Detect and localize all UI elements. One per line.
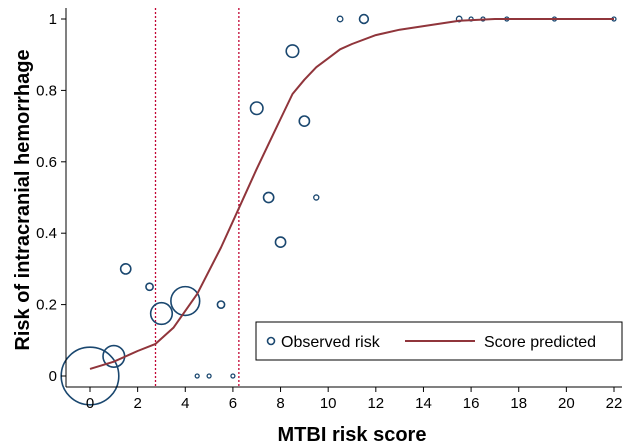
y-tick-label: 0: [49, 368, 57, 385]
observed-point: [206, 373, 212, 379]
y-tick-label: 1: [49, 11, 57, 28]
observed-point: [298, 115, 311, 127]
x-tick-label: 2: [133, 395, 141, 412]
y-axis-title: Risk of intracranial hemorrhage: [12, 49, 34, 350]
x-tick-label: 8: [276, 395, 284, 412]
x-tick-label: 20: [558, 395, 575, 412]
observed-point: [230, 373, 236, 379]
observed-point: [216, 300, 226, 309]
observed-points: [60, 13, 617, 406]
observed-point: [170, 285, 201, 317]
x-axis-title: MTBI risk score: [278, 424, 427, 446]
y-tick-label: 0.8: [36, 82, 57, 99]
legend: Observed risk Score predicted: [255, 321, 623, 361]
x-tick-label: 18: [510, 395, 527, 412]
x-tick-label: 12: [367, 395, 384, 412]
observed-point: [285, 44, 300, 59]
observed-point: [262, 191, 275, 204]
observed-point: [358, 13, 370, 25]
x-tick-label: 16: [463, 395, 480, 412]
y-tick-label: 0.4: [36, 225, 57, 242]
legend-observed-label: Observed risk: [281, 334, 381, 351]
x-tick-label: 6: [229, 395, 237, 412]
observed-point: [149, 301, 174, 326]
x-tick-label: 4: [181, 395, 189, 412]
observed-point: [274, 236, 287, 249]
observed-point: [145, 282, 154, 292]
observed-point: [194, 373, 200, 379]
y-ticks: 0 0.2 0.4 0.6 0.8 1: [36, 11, 66, 385]
y-tick-label: 0.2: [36, 297, 57, 314]
x-tick-label: 0: [86, 395, 94, 412]
x-tick-label: 22: [606, 395, 623, 412]
x-tick-label: 10: [320, 395, 337, 412]
axes: [65, 8, 622, 388]
x-ticks: 0 2 4 6 8 10 12 14 16 18 20 22: [86, 387, 623, 412]
observed-point: [313, 194, 320, 201]
x-tick-label: 14: [415, 395, 432, 412]
y-tick-label: 0.6: [36, 154, 57, 171]
predicted-line-layer: [89, 18, 614, 370]
legend-predicted-label: Score predicted: [484, 334, 596, 351]
reference-lines: [154, 8, 240, 387]
observed-point: [336, 15, 344, 23]
observed-point: [249, 101, 264, 116]
predicted-line: [89, 18, 614, 370]
legend-observed-marker: [266, 336, 276, 346]
observed-point: [119, 263, 132, 275]
